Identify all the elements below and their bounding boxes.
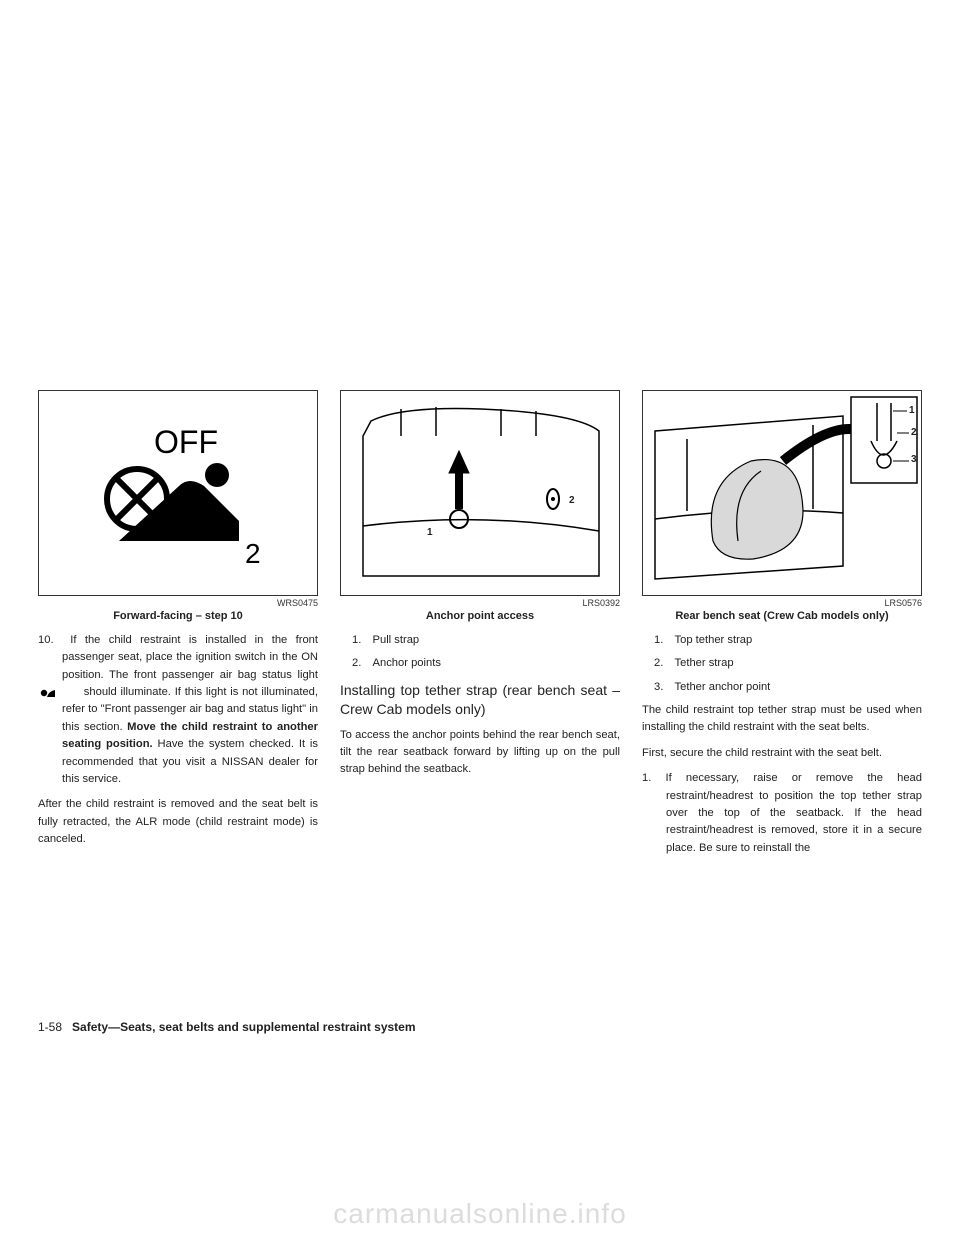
figure-3-code: LRS0576 <box>642 598 922 608</box>
airbag-off-icon: OFF 2 <box>39 391 319 597</box>
column-3: 1 2 3 LRS0576 Rear bench seat (Crew Cab … <box>642 390 922 865</box>
column-1-body: 10. If the child restraint is installed … <box>38 632 318 848</box>
step-10-num: 10. <box>38 634 54 646</box>
figure-1: OFF 2 <box>38 390 318 596</box>
step-10-a: If the child restraint is installed in t… <box>62 634 318 681</box>
column-1: OFF 2 WRS0475 Forward-facing – <box>38 390 318 865</box>
tether-para: To access the anchor points behind the r… <box>340 727 620 779</box>
figure-1-caption: Forward-facing – step 10 <box>38 610 318 622</box>
fig3-legend-2: 2. Tether strap <box>642 655 922 672</box>
page-content: OFF 2 WRS0475 Forward-facing – <box>38 390 922 865</box>
fig3-label-2: 2 <box>911 427 917 438</box>
tether-heading: Installing top tether strap (rear bench … <box>340 681 620 719</box>
figure-3: 1 2 3 <box>642 390 922 596</box>
column-2: 1 2 LRS0392 Anchor point access 1. Pull … <box>340 390 620 865</box>
fig3-label-1: 1 <box>909 405 915 416</box>
airbag-status-icon <box>62 687 80 697</box>
anchor-access-illustration <box>341 391 621 597</box>
fig3-label-3: 3 <box>911 454 917 465</box>
fig3-legend-3: 3. Tether anchor point <box>642 679 922 696</box>
page-number: 1-58 <box>38 1020 62 1034</box>
rear-bench-illustration <box>643 391 923 597</box>
fig2-legend-1: 1. Pull strap <box>340 632 620 649</box>
figure-3-caption: Rear bench seat (Crew Cab models only) <box>642 610 922 622</box>
sub-2: 2 <box>245 538 261 569</box>
watermark: carmanualsonline.info <box>0 1198 960 1230</box>
after-para: After the child restraint is removed and… <box>38 796 318 848</box>
fig2-legend-2: 2. Anchor points <box>340 655 620 672</box>
figure-2: 1 2 <box>340 390 620 596</box>
col3-li1: 1. If necessary, raise or remove the hea… <box>642 770 922 857</box>
figure-2-caption: Anchor point access <box>340 610 620 622</box>
fig3-legend-1: 1. Top tether strap <box>642 632 922 649</box>
step-10: 10. If the child restraint is installed … <box>38 632 318 788</box>
page-footer: 1-58 Safety—Seats, seat belts and supple… <box>38 1020 416 1034</box>
section-title: Safety—Seats, seat belts and supplementa… <box>72 1020 415 1034</box>
figure-2-code: LRS0392 <box>340 598 620 608</box>
fig2-label-1: 1 <box>427 527 433 538</box>
fig2-label-2: 2 <box>569 495 575 506</box>
figure-1-code: WRS0475 <box>38 598 318 608</box>
column-2-body: 1. Pull strap 2. Anchor points Installin… <box>340 632 620 779</box>
col3-para2: First, secure the child restraint with t… <box>642 745 922 762</box>
col3-para1: The child restraint top tether strap mus… <box>642 702 922 737</box>
column-3-body: 1. Top tether strap 2. Tether strap 3. T… <box>642 632 922 857</box>
columns: OFF 2 WRS0475 Forward-facing – <box>38 390 922 865</box>
off-text: OFF <box>154 424 218 460</box>
